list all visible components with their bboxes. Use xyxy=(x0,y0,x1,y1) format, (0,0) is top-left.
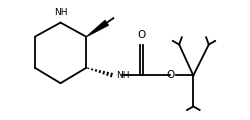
Text: NH: NH xyxy=(116,72,130,81)
Text: O: O xyxy=(138,30,146,40)
Text: O: O xyxy=(166,70,175,81)
Text: NH: NH xyxy=(54,8,68,17)
Polygon shape xyxy=(86,20,109,37)
